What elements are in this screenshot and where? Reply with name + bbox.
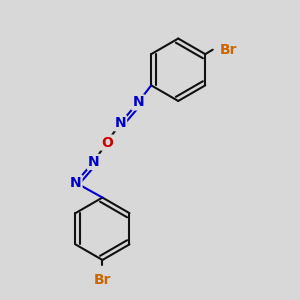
Text: N: N (132, 95, 144, 110)
Text: N: N (115, 116, 126, 130)
Text: Br: Br (94, 273, 111, 287)
Text: N: N (70, 176, 82, 190)
Text: Br: Br (220, 43, 238, 57)
Text: O: O (101, 136, 113, 150)
Text: N: N (88, 155, 99, 169)
